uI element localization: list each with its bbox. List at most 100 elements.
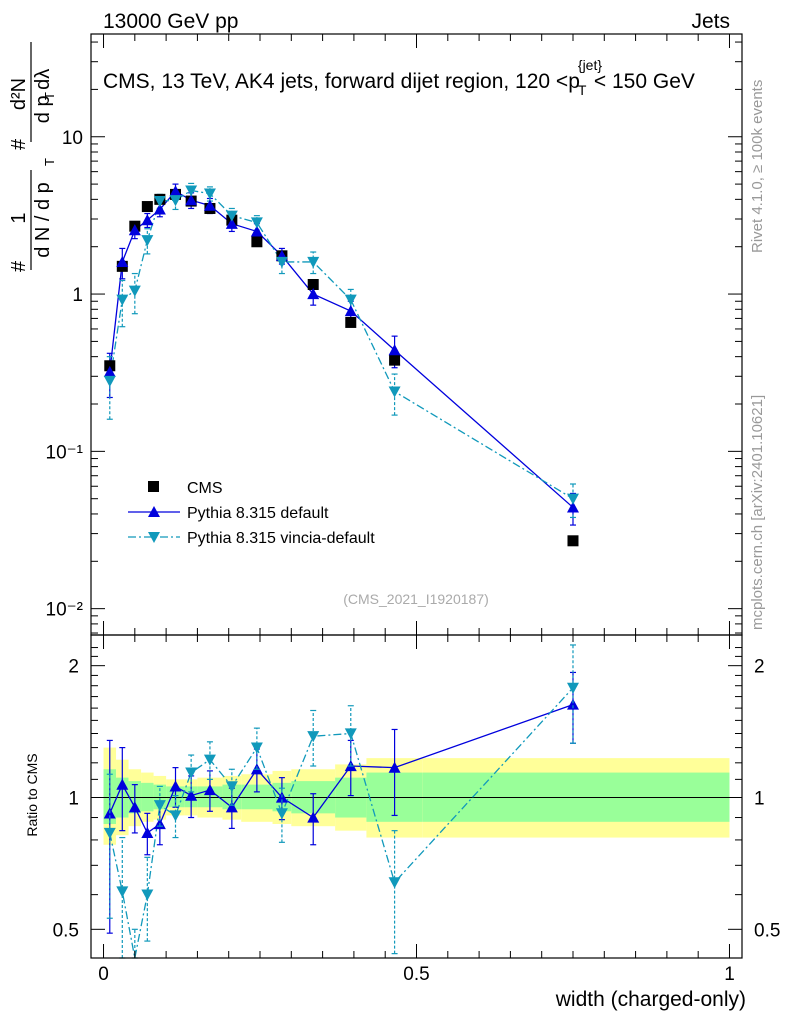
main-point-vincia — [307, 256, 320, 268]
ratio-point-vincia — [103, 827, 116, 839]
main-point-default — [128, 224, 141, 236]
ratio-point-vincia — [225, 781, 238, 793]
x-tick-label: 1 — [724, 964, 735, 985]
x-axis-label: width (charged-only) — [555, 988, 746, 1011]
main-point-default — [250, 225, 263, 237]
analysis-watermark: (CMS_2021_I1920187) — [343, 591, 489, 607]
y-label-subscript-T: T — [42, 158, 57, 166]
ratio-point-default — [185, 789, 198, 801]
main-point-vincia — [250, 217, 263, 229]
ratio-point-vincia — [566, 682, 579, 694]
legend-vincia-label: Pythia 8.315 vincia-default — [187, 530, 375, 547]
main-y-tick-label: 1 — [72, 285, 83, 306]
main-point-default — [225, 217, 238, 229]
ratio-y-tick-label-right: 0.5 — [754, 920, 780, 941]
legend: CMS Pythia 8.315 default Pythia 8.315 vi… — [128, 480, 375, 547]
x-tick-label: 0.5 — [403, 964, 429, 985]
y-label-one: 1 — [8, 212, 30, 223]
ratio-y-tick-label-right: 1 — [754, 788, 765, 809]
ratio-point-vincia — [116, 886, 129, 898]
main-point-default — [116, 255, 129, 268]
main-y-tick-label: 10⁻¹ — [46, 442, 84, 463]
plot-title-pt: p — [568, 70, 580, 93]
ratio-point-default — [566, 698, 579, 710]
main-point-vincia — [185, 185, 198, 197]
legend-cms-marker — [148, 481, 159, 492]
main-point-default — [203, 199, 216, 211]
main-point-vincia — [103, 375, 116, 388]
y-label-d2N: d²N — [8, 78, 30, 110]
main-point-default — [388, 344, 401, 356]
x-tick-label: 0 — [98, 964, 109, 985]
main-point-default — [185, 194, 198, 206]
main-point-default — [344, 305, 357, 317]
y-label-dpt-dlambda: d p dλ — [32, 69, 54, 123]
main-point-cms — [141, 201, 153, 213]
ratio-point-vincia — [141, 889, 154, 901]
ratio-point-default — [388, 761, 401, 773]
plot-title-suffix: < 150 GeV — [594, 70, 695, 93]
ratio-point-vincia — [250, 742, 263, 754]
plot-title-pt-superscript: {jet} — [578, 57, 602, 73]
ratio-y-tick-label-left: 1 — [68, 788, 79, 809]
main-point-cms — [104, 360, 116, 372]
legend-default-marker — [148, 506, 160, 517]
ratio-point-vincia — [153, 800, 166, 812]
ratio-point-default — [141, 826, 154, 839]
legend-default-label: Pythia 8.315 default — [187, 505, 329, 522]
main-line-vincia — [109, 189, 574, 500]
ratio-point-default — [203, 784, 216, 796]
ratio-point-vincia — [203, 754, 216, 766]
main-point-default — [307, 288, 320, 300]
header-right-label: Jets — [691, 10, 730, 33]
main-point-cms — [389, 354, 401, 366]
main-point-default — [566, 501, 579, 513]
main-point-default — [141, 214, 154, 226]
main-point-vincia — [128, 285, 141, 297]
legend-cms-label: CMS — [187, 480, 223, 497]
ratio-y-tick-label-right: 2 — [754, 657, 765, 678]
ratio-y-tick-label-left: 2 — [68, 657, 79, 678]
mcplots-label: mcplots.cern.ch [arXiv:2401.10621] — [749, 395, 766, 630]
main-point-default — [153, 203, 166, 215]
ratio-point-default — [116, 778, 129, 790]
ratio-point-default — [169, 780, 182, 792]
main-line-default — [109, 190, 574, 508]
ratio-point-default — [225, 801, 238, 813]
y-label-dN-dpt: d N / d p — [32, 182, 54, 258]
ratio-y-axis-label: Ratio to CMS — [24, 753, 40, 836]
main-point-vincia — [141, 235, 154, 247]
ratio-point-vincia — [169, 810, 182, 822]
plot-title-prefix: CMS, 13 TeV, AK4 jets, forward dijet reg… — [103, 70, 568, 93]
main-point-vincia — [388, 386, 401, 398]
y-label-subscript-T-2: T — [42, 92, 57, 100]
y-label-hash: # — [8, 260, 30, 272]
rivet-version-label: Rivet 4.1.0, ≥ 100k events — [749, 80, 766, 253]
main-point-vincia — [344, 294, 357, 306]
main-point-vincia — [275, 256, 288, 268]
main-point-cms — [567, 535, 579, 547]
main-point-cms — [251, 236, 263, 248]
ratio-point-default — [128, 801, 141, 813]
ratio-point-vincia — [307, 731, 320, 743]
ratio-point-vincia — [344, 728, 357, 740]
main-y-tick-label: 10 — [62, 128, 83, 149]
main-point-vincia — [169, 195, 182, 207]
main-point-vincia — [203, 188, 216, 200]
ratio-point-vincia — [388, 877, 401, 889]
main-point-vincia — [225, 210, 238, 222]
ratio-point-default — [307, 811, 320, 823]
main-point-default — [103, 365, 116, 377]
ratio-y-tick-label-left: 0.5 — [53, 920, 79, 941]
main-point-vincia — [153, 195, 166, 208]
y-label-hash-2: # — [8, 138, 30, 150]
ratio-point-vincia — [185, 767, 198, 779]
main-y-tick-label: 10⁻² — [46, 600, 84, 621]
ratio-point-vincia — [275, 808, 288, 820]
main-point-cms — [307, 279, 319, 291]
header-left-label: 13000 GeV pp — [103, 10, 238, 33]
main-point-vincia — [566, 493, 579, 505]
legend-vincia-marker — [148, 532, 160, 543]
main-point-cms — [345, 316, 357, 328]
